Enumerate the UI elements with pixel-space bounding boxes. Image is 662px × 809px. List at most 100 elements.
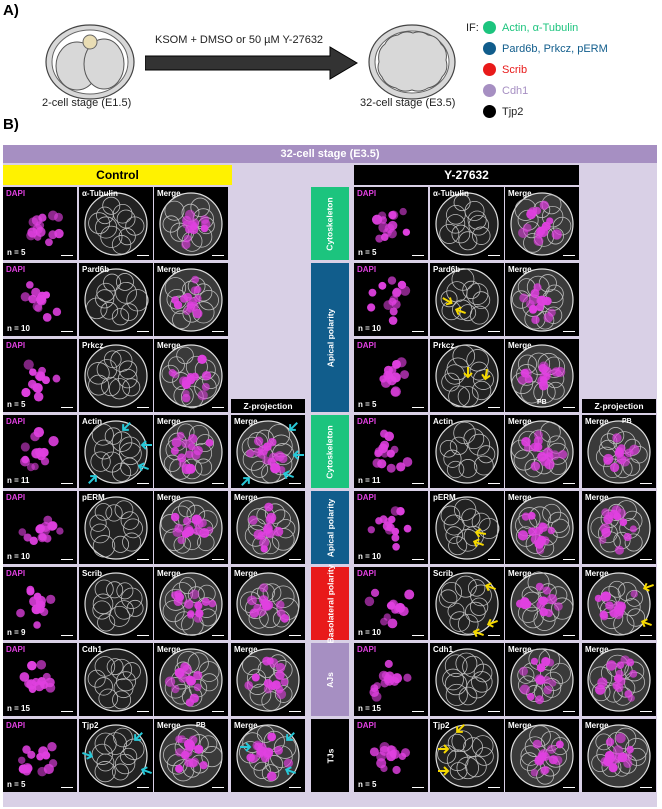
scale-bar: [640, 483, 652, 484]
sample-count: n = 5: [7, 248, 26, 257]
scale-bar: [563, 255, 575, 256]
nucleus: [535, 695, 544, 705]
merge-label: Merge: [585, 645, 609, 654]
cell-membrane: [468, 214, 490, 236]
scale-bar: [137, 787, 149, 788]
sample-count: n = 5: [7, 400, 26, 409]
scale-bar: [488, 787, 500, 788]
nucleus: [380, 764, 388, 773]
cell-membrane: [111, 308, 130, 326]
scale-bar: [412, 407, 424, 408]
scale-bar: [212, 635, 224, 636]
z-projection-image: Merge: [582, 719, 656, 792]
annotation-arrow-icon: [642, 582, 654, 592]
cell-membrane: [92, 535, 116, 558]
cell-membrane: [547, 227, 564, 245]
cell-membrane: [94, 677, 113, 696]
nucleus: [375, 234, 384, 243]
cell-membrane: [261, 764, 280, 782]
z-projection-image: Merge: [231, 491, 305, 564]
merge-image: Merge: [154, 415, 228, 488]
cell-membrane: [468, 433, 491, 456]
scale-bar: [488, 407, 500, 408]
nucleus: [41, 376, 50, 385]
merge-image: Merge: [505, 567, 579, 640]
nucleus: [392, 765, 401, 775]
marker-label: Cdh1: [82, 645, 102, 654]
cell-membrane: [447, 733, 466, 753]
cell-membrane: [120, 303, 139, 321]
micrograph: [435, 192, 499, 256]
embryo-outline: [84, 496, 148, 560]
micrograph: [84, 496, 148, 560]
cell-membrane: [103, 273, 121, 292]
dapi-image: DAPI n = 15: [354, 643, 428, 716]
cell-membrane: [437, 744, 457, 764]
nucleus: [552, 755, 563, 766]
cell-membrane: [453, 421, 476, 445]
nucleus: [171, 437, 182, 448]
legend-item: Cdh1: [483, 80, 608, 101]
scale-bar: [488, 635, 500, 636]
category-text: Cytoskeleton: [325, 196, 335, 251]
cell-membrane: [94, 656, 116, 677]
annotation-arrow-icon: [140, 440, 152, 450]
nucleus: [172, 527, 183, 538]
category-text: Apical polarity: [325, 308, 336, 367]
nucleus: [259, 583, 269, 593]
micrograph: [435, 572, 499, 636]
nucleus: [546, 744, 557, 754]
cell-membrane: [91, 423, 114, 446]
cell-membrane: [263, 730, 285, 753]
nucleus: [539, 200, 549, 210]
micrograph: [236, 572, 300, 636]
nucleus: [246, 449, 255, 458]
micrograph: [435, 496, 500, 560]
embryo-outline: [435, 496, 499, 560]
nucleus: [629, 669, 638, 678]
cell-membrane: [110, 658, 133, 681]
cell-membrane: [538, 649, 561, 671]
nucleus: [538, 596, 549, 606]
nucleus: [619, 518, 628, 527]
nucleus: [185, 450, 194, 459]
nucleus: [34, 304, 43, 313]
nucleus: [535, 303, 544, 312]
cell-membrane: [471, 512, 491, 532]
cell-membrane: [87, 669, 106, 688]
nucleus: [39, 447, 49, 458]
nucleus: [177, 453, 187, 463]
nucleus: [194, 744, 204, 754]
nucleus: [185, 698, 195, 707]
micrograph: [435, 648, 499, 712]
dapi-image: DAPI n = 10: [354, 263, 428, 336]
annotation-arrow-icon: [438, 766, 450, 776]
dapi-image: DAPI n = 11: [354, 415, 428, 488]
cell-membrane: [439, 223, 460, 244]
nucleus: [364, 596, 375, 607]
cell-membrane: [111, 535, 130, 553]
nucleus: [536, 663, 546, 673]
nucleus: [18, 756, 26, 764]
cell-membrane: [242, 655, 262, 676]
merge-image: Merge PB: [505, 339, 579, 412]
micrograph: [371, 207, 411, 243]
nucleus: [543, 685, 553, 695]
scale-bar: [212, 255, 224, 256]
cell-membrane: [472, 226, 491, 245]
legend-label: Actin, α-Tubulin: [502, 21, 579, 34]
nucleus: [171, 296, 180, 304]
nucleus: [384, 431, 395, 442]
annotation-arrow-icon: [289, 422, 298, 431]
nucleus: [38, 366, 46, 375]
legend-label: Tjp2: [502, 105, 524, 118]
micrograph: [435, 420, 499, 484]
micrograph: [159, 572, 223, 636]
cell-membrane: [164, 588, 187, 611]
cell-membrane: [524, 736, 546, 757]
nucleus: [614, 545, 624, 555]
nucleus: [175, 764, 184, 773]
cell-membrane: [473, 663, 493, 683]
scale-bar: [137, 559, 149, 560]
sample-count: n = 10: [7, 324, 30, 333]
